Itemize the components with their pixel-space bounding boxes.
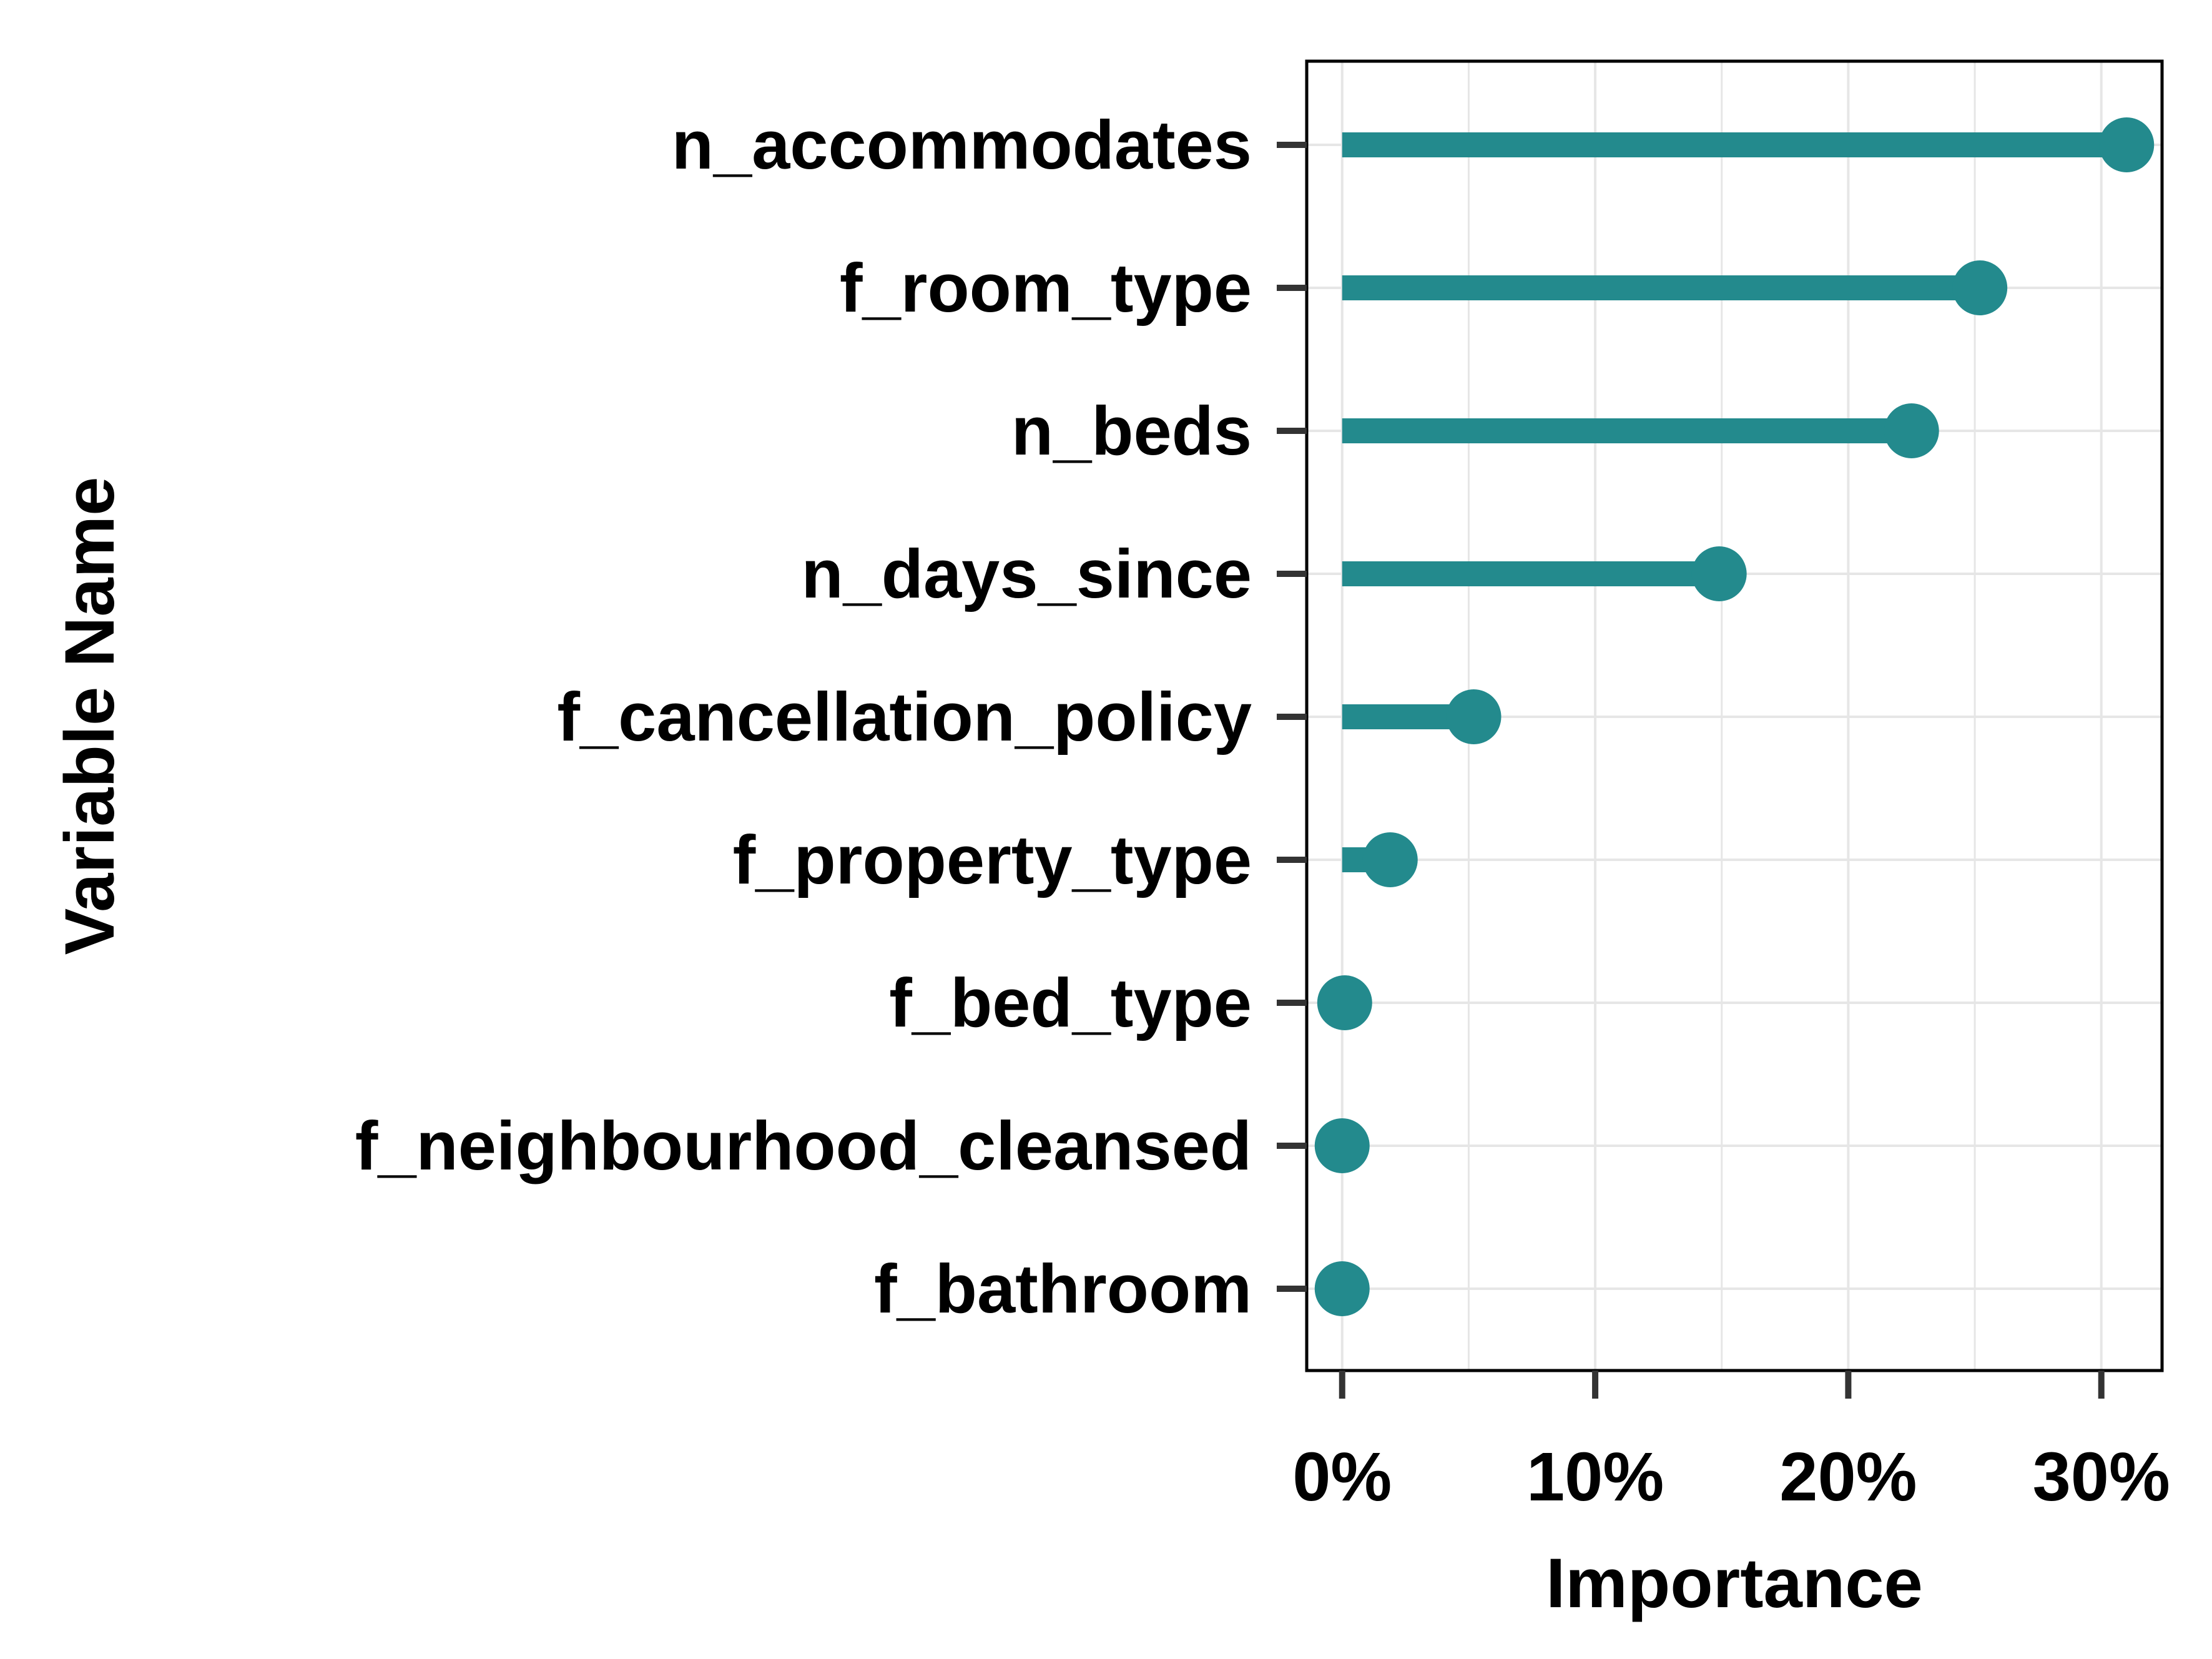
- y-tick-label: n_beds: [1011, 393, 1252, 470]
- y-tick-label: f_bathroom: [874, 1251, 1252, 1327]
- x-axis-title: Importance: [1546, 1544, 1923, 1622]
- y-tick-label: n_days_since: [801, 536, 1252, 613]
- y-tick-label: n_accommodates: [672, 107, 1252, 184]
- y-tick-label: f_cancellation_policy: [557, 679, 1252, 756]
- lollipop-point: [1884, 403, 1939, 458]
- lollipop-point: [1691, 546, 1747, 601]
- lollipop-point: [1446, 689, 1502, 744]
- y-axis-title: Variable Name: [51, 477, 129, 955]
- y-tick-label: f_neighbourhood_cleansed: [355, 1108, 1252, 1184]
- lollipop-point: [1317, 975, 1372, 1030]
- lollipop-point: [1952, 260, 2008, 315]
- x-tick-label: 30%: [2033, 1439, 2170, 1515]
- lollipop-point: [1362, 832, 1418, 887]
- x-tick-label: 20%: [1779, 1439, 1917, 1515]
- axis-ticks: [1277, 142, 2105, 1399]
- y-tick-label: f_room_type: [840, 250, 1252, 327]
- lollipop-point: [1314, 1261, 1370, 1316]
- lollipop-point: [1314, 1118, 1370, 1173]
- x-tick-label: 0%: [1292, 1439, 1392, 1515]
- tick-labels: n_accommodates f_room_type n_beds n_days_si…: [355, 107, 2170, 1515]
- y-tick-label: f_property_type: [733, 822, 1252, 898]
- lollipop-marks: [1314, 117, 2155, 1316]
- x-tick-label: 10%: [1526, 1439, 1664, 1515]
- y-tick-label: f_bed_type: [889, 965, 1252, 1041]
- lollipop-point: [2099, 117, 2155, 172]
